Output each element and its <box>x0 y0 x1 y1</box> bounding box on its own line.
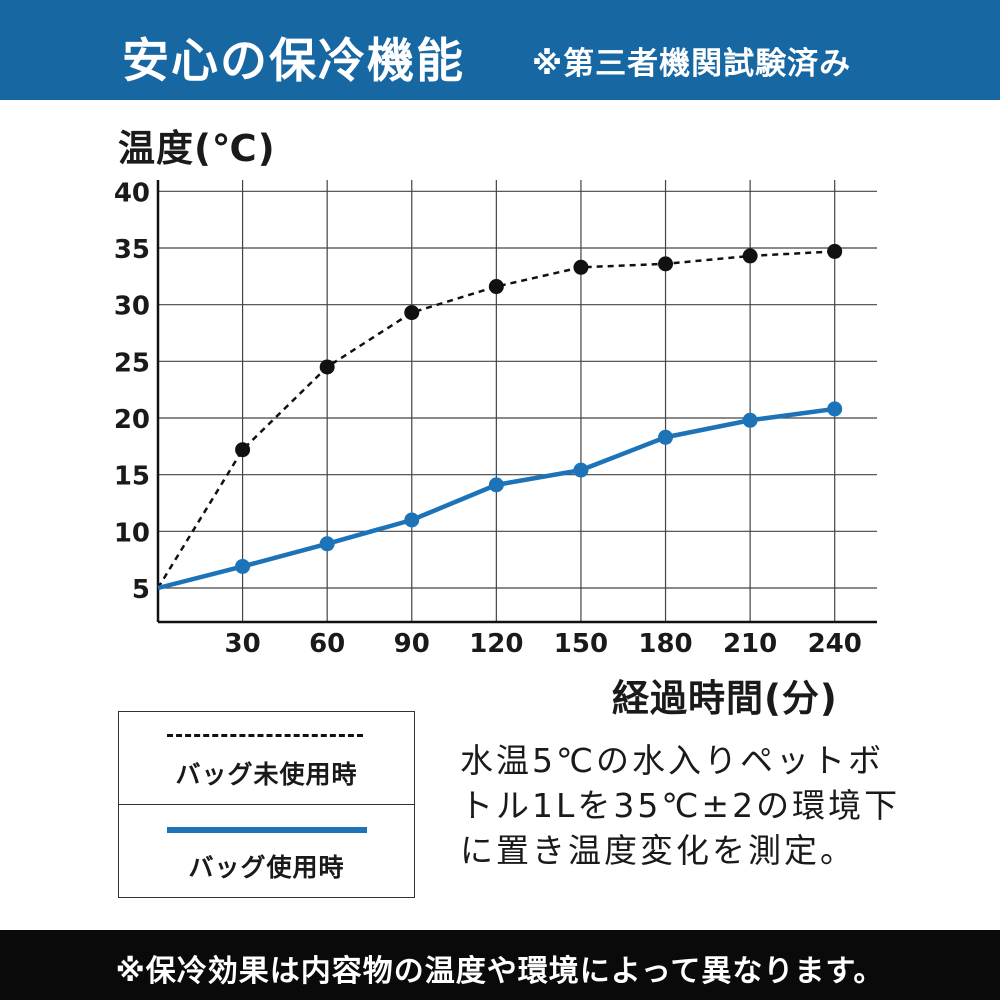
y-tick-label: 15 <box>114 462 150 492</box>
y-tick-label: 40 <box>114 178 150 208</box>
y-tick-label: 30 <box>114 292 150 322</box>
data-point-bag <box>742 412 758 428</box>
page-title: 安心の保冷機能 <box>122 34 465 89</box>
data-point-bag <box>319 536 335 552</box>
x-tick-label: 120 <box>469 629 523 659</box>
data-point-no-bag <box>573 259 589 275</box>
data-point-no-bag <box>488 279 504 295</box>
legend-label-bag: バッグ使用時 <box>188 853 345 882</box>
data-point-no-bag <box>235 442 251 458</box>
footer-disclaimer: ※保冷効果は内容物の温度や環境によって異なります。 <box>115 954 885 989</box>
note-line: トル1Lを35℃±2の環境下 <box>460 786 901 825</box>
y-tick-label: 20 <box>114 405 150 435</box>
x-tick-label: 90 <box>394 629 430 659</box>
data-point-no-bag <box>319 359 335 375</box>
series-line-no-bag <box>156 250 835 589</box>
y-axis-label: 温度(℃) <box>118 127 276 170</box>
data-point-bag <box>573 462 589 478</box>
x-axis-label: 経過時間(分) <box>612 677 838 720</box>
data-point-bag <box>235 558 251 574</box>
legend-solid-swatch <box>167 827 367 833</box>
x-tick-label: 30 <box>224 629 260 659</box>
legend-dashed-swatch <box>167 734 363 737</box>
data-point-no-bag <box>827 243 843 259</box>
legend-item-bag: バッグ使用時 <box>119 805 414 897</box>
data-point-no-bag <box>404 305 420 321</box>
legend: バッグ未使用時 バッグ使用時 <box>118 711 415 898</box>
x-tick-label: 60 <box>309 629 345 659</box>
legend-label-no-bag: バッグ未使用時 <box>175 760 358 789</box>
note-line: 水温5℃の水入りペットボ <box>460 741 885 780</box>
x-tick-label: 180 <box>638 629 692 659</box>
y-tick-label: 5 <box>132 575 150 605</box>
data-point-bag <box>658 429 674 445</box>
y-tick-label: 35 <box>114 235 150 265</box>
data-point-bag <box>404 512 420 528</box>
y-tick-label: 25 <box>114 348 150 378</box>
test-conditions-note: 水温5℃の水入りペットボ トル1Lを35℃±2の環境下 に置き温度変化を測定。 <box>460 738 900 873</box>
header-banner: 安心の保冷機能 ※第三者機関試験済み <box>0 0 1000 100</box>
x-tick-label: 240 <box>808 629 862 659</box>
x-tick-label: 210 <box>723 629 777 659</box>
footer-banner: ※保冷効果は内容物の温度や環境によって異なります。 <box>0 930 1000 1000</box>
data-point-bag <box>488 477 504 493</box>
x-tick-label: 150 <box>554 629 608 659</box>
legend-item-no-bag: バッグ未使用時 <box>119 712 414 804</box>
y-tick-label: 10 <box>114 518 150 548</box>
data-point-no-bag <box>658 256 674 272</box>
data-point-no-bag <box>742 248 758 264</box>
note-line: に置き温度変化を測定。 <box>460 831 856 870</box>
page-subtitle: ※第三者機関試験済み <box>532 46 852 82</box>
legend-divider <box>119 804 414 805</box>
data-point-bag <box>827 401 843 417</box>
